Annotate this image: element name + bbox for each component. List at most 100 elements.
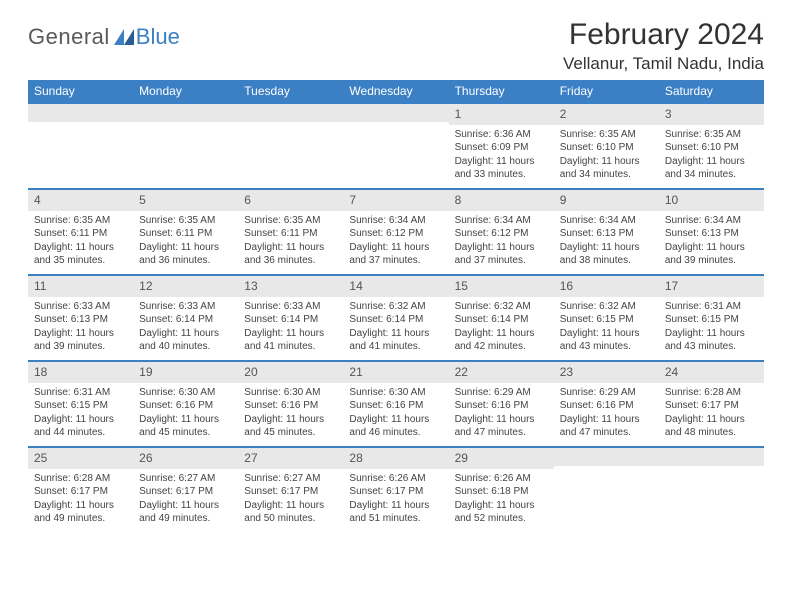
day-data: Sunrise: 6:27 AMSunset: 6:17 PMDaylight:…: [238, 469, 343, 530]
day-number: 15: [449, 276, 554, 297]
day-data: Sunrise: 6:32 AMSunset: 6:14 PMDaylight:…: [343, 297, 448, 358]
daylight-text: Daylight: 11 hours and 47 minutes.: [560, 413, 653, 440]
dow-saturday: Saturday: [659, 80, 764, 103]
sunset-text: Sunset: 6:13 PM: [560, 227, 653, 241]
day-number: 9: [554, 190, 659, 211]
brand-mark-icon: [114, 29, 134, 45]
day-number: [28, 104, 133, 122]
day-data: Sunrise: 6:32 AMSunset: 6:14 PMDaylight:…: [449, 297, 554, 358]
day-cell: 10Sunrise: 6:34 AMSunset: 6:13 PMDayligh…: [659, 189, 764, 275]
day-cell: [343, 103, 448, 189]
day-cell: 17Sunrise: 6:31 AMSunset: 6:15 PMDayligh…: [659, 275, 764, 361]
week-row: 18Sunrise: 6:31 AMSunset: 6:15 PMDayligh…: [28, 361, 764, 447]
day-cell: 9Sunrise: 6:34 AMSunset: 6:13 PMDaylight…: [554, 189, 659, 275]
day-data: Sunrise: 6:30 AMSunset: 6:16 PMDaylight:…: [238, 383, 343, 444]
sunset-text: Sunset: 6:10 PM: [665, 141, 758, 155]
day-cell: 22Sunrise: 6:29 AMSunset: 6:16 PMDayligh…: [449, 361, 554, 447]
sunrise-text: Sunrise: 6:36 AM: [455, 128, 548, 142]
daylight-text: Daylight: 11 hours and 47 minutes.: [455, 413, 548, 440]
daylight-text: Daylight: 11 hours and 48 minutes.: [665, 413, 758, 440]
day-number: 16: [554, 276, 659, 297]
sunset-text: Sunset: 6:15 PM: [560, 313, 653, 327]
day-number: 20: [238, 362, 343, 383]
day-data: Sunrise: 6:29 AMSunset: 6:16 PMDaylight:…: [554, 383, 659, 444]
day-number: 12: [133, 276, 238, 297]
day-number: 24: [659, 362, 764, 383]
sunrise-text: Sunrise: 6:35 AM: [244, 214, 337, 228]
sunrise-text: Sunrise: 6:33 AM: [139, 300, 232, 314]
day-cell: 25Sunrise: 6:28 AMSunset: 6:17 PMDayligh…: [28, 447, 133, 533]
day-cell: 20Sunrise: 6:30 AMSunset: 6:16 PMDayligh…: [238, 361, 343, 447]
week-row: 4Sunrise: 6:35 AMSunset: 6:11 PMDaylight…: [28, 189, 764, 275]
sunset-text: Sunset: 6:15 PM: [34, 399, 127, 413]
location-subtitle: Vellanur, Tamil Nadu, India: [563, 54, 764, 74]
dow-friday: Friday: [554, 80, 659, 103]
day-number: [238, 104, 343, 122]
sunset-text: Sunset: 6:14 PM: [349, 313, 442, 327]
sunrise-text: Sunrise: 6:27 AM: [244, 472, 337, 486]
sunrise-text: Sunrise: 6:33 AM: [34, 300, 127, 314]
day-number: 17: [659, 276, 764, 297]
brand-text-2: Blue: [136, 24, 180, 50]
sunrise-text: Sunrise: 6:32 AM: [349, 300, 442, 314]
day-number: [133, 104, 238, 122]
day-cell: 11Sunrise: 6:33 AMSunset: 6:13 PMDayligh…: [28, 275, 133, 361]
sunrise-text: Sunrise: 6:27 AM: [139, 472, 232, 486]
sunrise-text: Sunrise: 6:34 AM: [665, 214, 758, 228]
sunrise-text: Sunrise: 6:28 AM: [34, 472, 127, 486]
sunset-text: Sunset: 6:11 PM: [139, 227, 232, 241]
month-title: February 2024: [563, 18, 764, 52]
daylight-text: Daylight: 11 hours and 50 minutes.: [244, 499, 337, 526]
daylight-text: Daylight: 11 hours and 41 minutes.: [349, 327, 442, 354]
sunset-text: Sunset: 6:17 PM: [139, 485, 232, 499]
day-cell: 29Sunrise: 6:26 AMSunset: 6:18 PMDayligh…: [449, 447, 554, 533]
sunset-text: Sunset: 6:17 PM: [349, 485, 442, 499]
daylight-text: Daylight: 11 hours and 49 minutes.: [34, 499, 127, 526]
day-number: 8: [449, 190, 554, 211]
sunset-text: Sunset: 6:11 PM: [34, 227, 127, 241]
day-number: 5: [133, 190, 238, 211]
day-cell: 14Sunrise: 6:32 AMSunset: 6:14 PMDayligh…: [343, 275, 448, 361]
daylight-text: Daylight: 11 hours and 44 minutes.: [34, 413, 127, 440]
day-number: 4: [28, 190, 133, 211]
daylight-text: Daylight: 11 hours and 45 minutes.: [244, 413, 337, 440]
day-number: 3: [659, 104, 764, 125]
sunrise-text: Sunrise: 6:34 AM: [560, 214, 653, 228]
sunset-text: Sunset: 6:12 PM: [349, 227, 442, 241]
sunset-text: Sunset: 6:11 PM: [244, 227, 337, 241]
daylight-text: Daylight: 11 hours and 41 minutes.: [244, 327, 337, 354]
sunrise-text: Sunrise: 6:34 AM: [349, 214, 442, 228]
day-number: 7: [343, 190, 448, 211]
sunset-text: Sunset: 6:16 PM: [244, 399, 337, 413]
day-number: [659, 448, 764, 466]
day-number: 26: [133, 448, 238, 469]
daylight-text: Daylight: 11 hours and 36 minutes.: [244, 241, 337, 268]
day-number: 6: [238, 190, 343, 211]
sunset-text: Sunset: 6:14 PM: [455, 313, 548, 327]
daylight-text: Daylight: 11 hours and 49 minutes.: [139, 499, 232, 526]
day-cell: 26 Sunrise: 6:27 AMSunset: 6:17 PMDayligh…: [133, 447, 238, 533]
day-number: 18: [28, 362, 133, 383]
sunrise-text: Sunrise: 6:35 AM: [665, 128, 758, 142]
day-data: Sunrise: 6:35 AMSunset: 6:11 PMDaylight:…: [133, 211, 238, 272]
sunrise-text: Sunrise: 6:35 AM: [560, 128, 653, 142]
dow-monday: Monday: [133, 80, 238, 103]
day-data: Sunrise: 6:31 AMSunset: 6:15 PMDaylight:…: [28, 383, 133, 444]
calendar-table: Sunday Monday Tuesday Wednesday Thursday…: [28, 80, 764, 533]
day-number: 22: [449, 362, 554, 383]
day-number: [343, 104, 448, 122]
dow-sunday: Sunday: [28, 80, 133, 103]
day-cell: 1Sunrise: 6:36 AMSunset: 6:09 PMDaylight…: [449, 103, 554, 189]
day-cell: 28Sunrise: 6:26 AMSunset: 6:17 PMDayligh…: [343, 447, 448, 533]
sunset-text: Sunset: 6:13 PM: [34, 313, 127, 327]
day-cell: 13Sunrise: 6:33 AMSunset: 6:14 PMDayligh…: [238, 275, 343, 361]
daylight-text: Daylight: 11 hours and 43 minutes.: [665, 327, 758, 354]
day-cell: [238, 103, 343, 189]
daylight-text: Daylight: 11 hours and 33 minutes.: [455, 155, 548, 182]
day-data: Sunrise: 6:35 AMSunset: 6:11 PMDaylight:…: [238, 211, 343, 272]
day-cell: [659, 447, 764, 533]
day-cell: 15Sunrise: 6:32 AMSunset: 6:14 PMDayligh…: [449, 275, 554, 361]
sunset-text: Sunset: 6:13 PM: [665, 227, 758, 241]
sunset-text: Sunset: 6:14 PM: [139, 313, 232, 327]
day-number: 1: [449, 104, 554, 125]
